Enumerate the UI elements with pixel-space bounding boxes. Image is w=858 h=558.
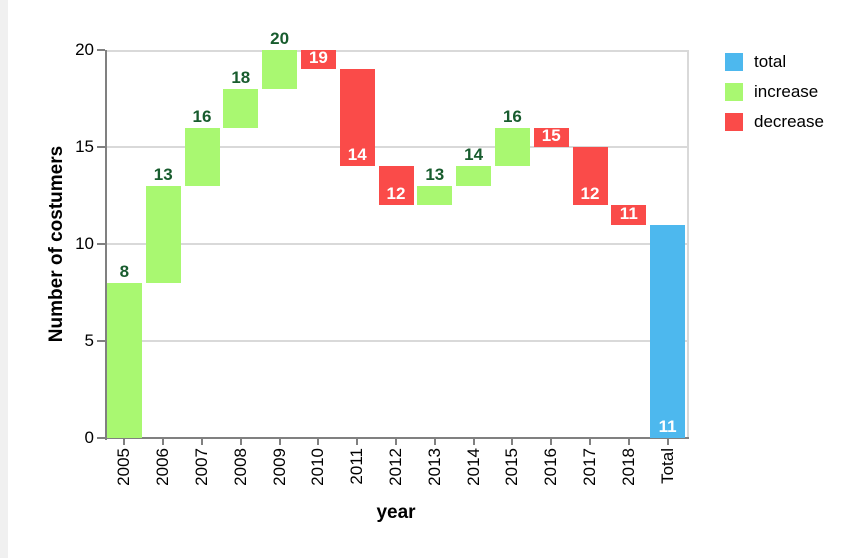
x-tick-2009 <box>278 439 281 445</box>
x-tick-2013 <box>433 439 436 445</box>
x-tick-2005 <box>123 439 126 445</box>
legend-swatch-total <box>725 53 743 71</box>
bar-2005 <box>106 282 142 438</box>
x-tick-2012 <box>395 439 397 445</box>
x-tick-label-2005: 2005 <box>114 448 134 486</box>
x-axis-title: year <box>376 502 416 523</box>
bar-value-2007: 16 <box>192 106 212 126</box>
bar-value-2010: 19 <box>308 48 328 68</box>
plot-border-top <box>105 50 689 52</box>
legend-swatch-decrease <box>725 113 743 131</box>
x-tick-2008 <box>239 439 242 445</box>
bar-value-2014: 14 <box>464 145 484 165</box>
bar-value-2009: 20 <box>270 29 290 48</box>
x-tick-2018 <box>627 439 630 445</box>
bar-2017 <box>572 147 608 206</box>
page-left-gutter <box>0 0 8 558</box>
bar-value-2006: 13 <box>153 164 173 184</box>
legend-label-increase: increase <box>754 82 819 101</box>
bar-2007 <box>184 127 220 186</box>
x-tick-label-2007: 2007 <box>192 448 211 486</box>
y-tick-15 <box>97 146 105 148</box>
x-tick-label-2016: 2016 <box>541 448 561 486</box>
bar-value-2012: 12 <box>386 184 406 204</box>
bar-2015 <box>494 127 530 167</box>
x-tick-label-2009: 2009 <box>269 448 289 486</box>
x-tick-2010 <box>317 439 320 445</box>
bar-value-2011: 14 <box>347 145 367 165</box>
y-tick-label-5: 5 <box>84 331 94 350</box>
bar-Total <box>650 224 686 438</box>
gridline-15 <box>107 146 687 148</box>
legend-item-decrease: decrease <box>725 113 824 131</box>
legend-item-total: total <box>725 53 824 71</box>
bar-value-2008: 18 <box>231 67 251 87</box>
x-tick-label-2011: 2011 <box>347 448 367 485</box>
y-tick-5 <box>97 340 105 342</box>
bar-value-2016: 15 <box>541 126 561 145</box>
x-tick-label-2013: 2013 <box>424 448 444 486</box>
x-tick-2006 <box>162 439 165 445</box>
y-tick-label-10: 10 <box>75 234 94 253</box>
x-tick-label-2014: 2014 <box>463 448 483 486</box>
bar-2018 <box>611 205 647 225</box>
bar-2011 <box>339 69 375 167</box>
plot-border-right <box>687 50 689 438</box>
legend: total increase decrease <box>725 53 824 131</box>
x-tick-label-2008: 2008 <box>230 448 250 486</box>
x-tick-label-2017: 2017 <box>580 448 599 486</box>
x-tick-2017 <box>589 439 591 445</box>
bar-value-2017: 12 <box>580 184 600 204</box>
legend-label-decrease: decrease <box>754 112 824 131</box>
y-tick-label-20: 20 <box>75 40 94 59</box>
gridline-5 <box>107 340 687 342</box>
bar-value-2018: 11 <box>619 203 638 223</box>
bar-2006 <box>145 185 181 283</box>
bar-value-2005: 8 <box>119 261 130 281</box>
x-tick-Total <box>666 439 669 445</box>
bar-value-Total: 11 <box>658 417 677 436</box>
bar-2008 <box>223 88 259 128</box>
bar-2012 <box>378 166 414 206</box>
x-tick-2016 <box>550 439 553 445</box>
y-tick-10 <box>97 243 105 245</box>
x-axis-line <box>105 437 689 439</box>
y-axis-line <box>105 50 107 440</box>
bar-2009 <box>262 50 298 89</box>
x-tick-2007 <box>201 439 203 445</box>
y-tick-label-15: 15 <box>75 137 94 156</box>
x-tick-label-2018: 2018 <box>618 448 638 486</box>
legend-item-increase: increase <box>725 83 824 101</box>
bar-value-2013: 13 <box>425 164 445 184</box>
y-tick-0 <box>97 437 105 439</box>
y-tick-20 <box>97 49 105 51</box>
x-tick-label-2010: 2010 <box>308 448 328 486</box>
bar-2016 <box>533 127 569 147</box>
bar-2014 <box>456 166 492 186</box>
x-tick-label-2015: 2015 <box>502 448 522 486</box>
legend-label-total: total <box>754 52 787 71</box>
x-tick-label-2006: 2006 <box>153 448 173 486</box>
bar-2013 <box>417 185 453 206</box>
x-tick-label-Total: Total <box>657 448 677 484</box>
bar-value-2015: 16 <box>502 106 522 126</box>
legend-swatch-increase <box>725 83 743 101</box>
bar-2010 <box>300 50 336 70</box>
x-tick-2011 <box>356 439 359 445</box>
gridline-10 <box>107 243 687 245</box>
y-tick-label-0: 0 <box>84 428 94 447</box>
x-tick-2014 <box>472 439 475 445</box>
x-tick-label-2012: 2012 <box>386 448 405 486</box>
x-tick-2015 <box>511 439 514 445</box>
